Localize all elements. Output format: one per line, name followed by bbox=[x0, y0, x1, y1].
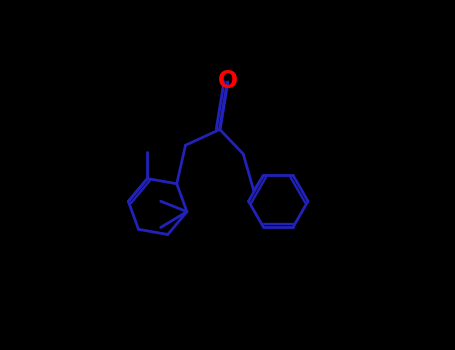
Text: O: O bbox=[217, 69, 238, 92]
